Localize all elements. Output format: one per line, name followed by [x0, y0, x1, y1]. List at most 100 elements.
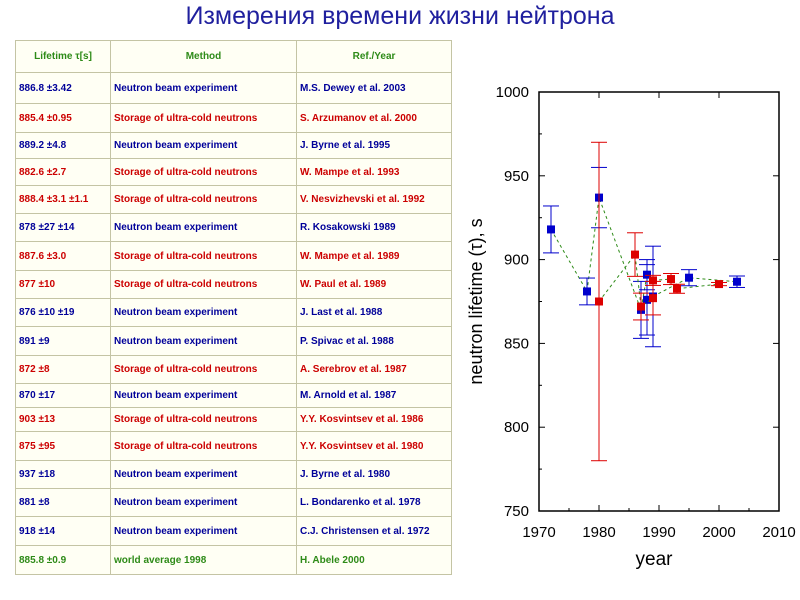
- ref-cell: A. Serebrov et al. 1987: [296, 355, 452, 384]
- ref-cell: V. Nesvizhevski et al. 1992: [296, 185, 452, 214]
- table-row: 888.4 ±3.1 ±1.1 Storage of ultra-cold neu…: [15, 185, 452, 214]
- table-row: 903 ±13 Storage of ultra-cold neutrons Y.Y…: [15, 407, 452, 432]
- lifetime-cell: 878 ±27 ±14: [15, 213, 111, 242]
- lifetime-cell: 881 ±8: [15, 488, 111, 517]
- x-axis-label: year: [636, 549, 674, 570]
- ref-cell: M. Arnold et al. 1987: [296, 383, 452, 408]
- table-row: 885.8 ±0.9 world average 1998 H. Abele 200…: [15, 545, 452, 575]
- data-point: [649, 276, 657, 285]
- method-cell: Storage of ultra-cold neutrons: [110, 270, 297, 299]
- lifetime-cell: 886.8 ±3.42: [15, 72, 111, 104]
- ref-cell: W. Mampe et al. 1993: [296, 158, 452, 186]
- method-cell: Storage of ultra-cold neutrons: [110, 158, 297, 186]
- lifetime-cell: 876 ±10 ±19: [15, 298, 111, 327]
- method-cell: Storage of ultra-cold neutrons: [110, 185, 297, 214]
- data-point: [685, 273, 693, 282]
- lifetime-cell: 903 ±13: [15, 407, 111, 432]
- lifetime-cell: 891 ±9: [15, 326, 111, 356]
- ref-cell: J. Last et al. 1988: [296, 298, 452, 327]
- table-row: 891 ±9 Neutron beam experiment P. Spivac e…: [15, 326, 452, 356]
- data-point: [733, 277, 741, 286]
- y-tick-label: 850: [504, 335, 529, 352]
- ref-cell: Y.Y. Kosvintsev et al. 1986: [296, 407, 452, 432]
- method-cell: Neutron beam experiment: [110, 132, 297, 159]
- lifetime-cell: 889.2 ±4.8: [15, 132, 111, 159]
- method-cell: Neutron beam experiment: [110, 326, 297, 356]
- ref-cell: Y.Y. Kosvintsev et al. 1980: [296, 431, 452, 461]
- table-row: 872 ±8 Storage of ultra-cold neutrons A. S…: [15, 355, 452, 384]
- data-point: [595, 297, 603, 306]
- plot-frame: [538, 91, 780, 512]
- method-cell: Storage of ultra-cold neutrons: [110, 241, 297, 271]
- y-axis-label: neutron lifetime (τ), s: [466, 218, 486, 384]
- table-row: 875 ±95 Storage of ultra-cold neutrons Y.Y…: [15, 431, 452, 461]
- lifetime-cell: 887.6 ±3.0: [15, 241, 111, 271]
- ref-cell: M.S. Dewey et al. 2003: [296, 72, 452, 104]
- table-row: 870 ±17 Neutron beam experiment M. Arnold …: [15, 383, 452, 408]
- series-line: [598, 253, 720, 308]
- ref-cell: J. Byrne et al. 1995: [296, 132, 452, 159]
- table-row: 889.2 ±4.8 Neutron beam experiment J. Byrn…: [15, 132, 452, 159]
- header-lifetime: Lifetime τ[s]: [15, 40, 111, 73]
- method-cell: Neutron beam experiment: [110, 298, 297, 327]
- table-row: 885.4 ±0.95 Storage of ultra-cold neutron…: [15, 103, 452, 133]
- table-row: 881 ±8 Neutron beam experiment L. Bondaren…: [15, 488, 452, 517]
- table-row: 882.6 ±2.7 Storage of ultra-cold neutrons…: [15, 158, 452, 186]
- method-cell: Storage of ultra-cold neutrons: [110, 431, 297, 461]
- ref-cell: H. Abele 2000: [296, 545, 452, 575]
- table-row: 876 ±10 ±19 Neutron beam experiment J. Las…: [15, 298, 452, 327]
- method-cell: world average 1998: [110, 545, 297, 575]
- lifetime-cell: 885.8 ±0.9: [15, 545, 111, 575]
- method-cell: Storage of ultra-cold neutrons: [110, 103, 297, 133]
- lifetime-cell: 872 ±8: [15, 355, 111, 384]
- table-row: 937 ±18 Neutron beam experiment J. Byrne e…: [15, 460, 452, 489]
- y-tick-label: 1000: [496, 84, 529, 101]
- y-tick-label: 950: [504, 168, 529, 185]
- slide-title: Измерения времени жизни нейтрона: [185, 2, 615, 30]
- method-cell: Storage of ultra-cold neutrons: [110, 407, 297, 432]
- ref-cell: P. Spivac et al. 1988: [296, 326, 452, 356]
- data-point: [643, 295, 651, 304]
- lifetime-cell: 918 ±14: [15, 516, 111, 546]
- method-cell: Neutron beam experiment: [110, 383, 297, 408]
- y-tick-label: 750: [504, 503, 529, 520]
- lifetime-cell: 937 ±18: [15, 460, 111, 489]
- y-tick-label: 900: [504, 252, 529, 269]
- ref-cell: W. Mampe et al. 1989: [296, 241, 452, 271]
- header-ref-year: Ref./Year: [296, 40, 452, 73]
- lifetime-cell: 875 ±95: [15, 431, 111, 461]
- lifetime-cell: 882.6 ±2.7: [15, 158, 111, 186]
- table-row: 878 ±27 ±14 Neutron beam experiment R. Kos…: [15, 213, 452, 242]
- lifetime-cell: 870 ±17: [15, 383, 111, 408]
- table-header-row: Lifetime τ[s] Method Ref./Year: [15, 40, 452, 73]
- ref-cell: W. Paul et al. 1989: [296, 270, 452, 299]
- x-tick-label: 2010: [762, 524, 795, 541]
- table-row: 887.6 ±3.0 Storage of ultra-cold neutrons…: [15, 241, 452, 271]
- x-tick-label: 1990: [642, 524, 675, 541]
- ref-cell: L. Bondarenko et al. 1978: [296, 488, 452, 517]
- method-cell: Neutron beam experiment: [110, 516, 297, 546]
- table-row: 918 ±14 Neutron beam experiment C.J. Chris…: [15, 516, 452, 546]
- data-point: [715, 280, 723, 289]
- method-cell: Neutron beam experiment: [110, 488, 297, 517]
- ref-cell: J. Byrne et al. 1980: [296, 460, 452, 489]
- method-cell: Neutron beam experiment: [110, 213, 297, 242]
- lifetime-cell: 885.4 ±0.95: [15, 103, 111, 133]
- method-cell: Neutron beam experiment: [110, 72, 297, 104]
- data-point: [673, 284, 681, 293]
- ref-cell: S. Arzumanov et al. 2000: [296, 103, 452, 133]
- method-cell: Storage of ultra-cold neutrons: [110, 355, 297, 384]
- data-point: [631, 250, 639, 259]
- lifetime-chart: 1970 1980 1990 2000 2010 750 800 850 900 950 1000 y…: [466, 84, 796, 570]
- lifetime-cell: 877 ±10: [15, 270, 111, 299]
- data-point: [547, 225, 555, 234]
- lifetime-cell: 888.4 ±3.1 ±1.1: [15, 185, 111, 214]
- table-row: 886.8 ±3.42 Neutron beam experiment M.S. D…: [15, 72, 452, 104]
- x-tick-label: 1980: [582, 524, 615, 541]
- reference-table: Lifetime τ[s] Method Ref./Year 886.8 ±3.…: [15, 40, 452, 575]
- header-method: Method: [110, 40, 297, 73]
- y-tick-label: 800: [504, 419, 529, 436]
- ref-cell: C.J. Christensen et al. 1972: [296, 516, 452, 546]
- x-tick-label: 1970: [522, 524, 555, 541]
- table-row: 877 ±10 Storage of ultra-cold neutrons W. …: [15, 270, 452, 299]
